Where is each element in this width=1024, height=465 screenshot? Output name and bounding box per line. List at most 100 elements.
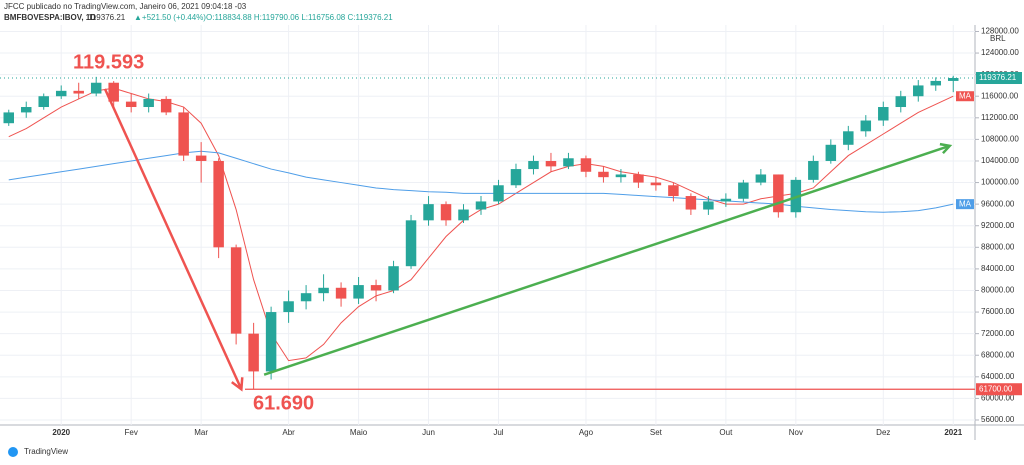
ma-label: MA xyxy=(959,199,972,208)
candle-body xyxy=(458,209,469,221)
candle-body xyxy=(825,144,837,161)
x-tick-label: Maio xyxy=(350,428,368,437)
candle-body xyxy=(563,158,574,167)
candle-body xyxy=(703,201,714,210)
candle-body xyxy=(633,174,644,183)
y-tick-label: 108000.00 xyxy=(981,135,1019,144)
candle-body xyxy=(335,287,347,299)
x-tick-label: Ago xyxy=(579,428,594,437)
candle-body xyxy=(248,333,259,372)
candle-body xyxy=(370,285,382,291)
candle-body xyxy=(685,196,697,210)
candle-body xyxy=(528,160,539,170)
x-tick-label: Abr xyxy=(282,428,295,437)
y-tick-label: 104000.00 xyxy=(981,156,1019,165)
candle-body xyxy=(808,160,819,180)
candle-body xyxy=(615,174,627,178)
candle-body xyxy=(160,98,172,113)
candle-body xyxy=(475,201,487,210)
candle-body xyxy=(755,174,767,183)
level-label: 61700.00 xyxy=(979,384,1013,393)
candle-body xyxy=(440,204,452,221)
candle-body xyxy=(773,174,784,213)
ohlc: O:118834.88 H:119790.06 L:116756.08 C:11… xyxy=(206,13,393,22)
x-tick-label: Jul xyxy=(493,428,503,437)
candle-body xyxy=(510,169,522,186)
ma-label-box xyxy=(956,91,974,102)
candle-body xyxy=(913,85,924,97)
candle-body xyxy=(73,90,84,94)
y-tick-label: 76000.00 xyxy=(981,307,1015,316)
candle-body xyxy=(265,312,277,372)
candle-body xyxy=(108,82,119,102)
y-tick-label: 100000.00 xyxy=(981,178,1019,187)
candle-body xyxy=(3,112,14,124)
drop-arrow xyxy=(103,88,243,390)
y-tick-label: 72000.00 xyxy=(981,329,1015,338)
candle-body xyxy=(738,182,749,199)
drop-arrowhead xyxy=(231,377,244,392)
x-tick-label: Out xyxy=(719,428,733,437)
candle-body xyxy=(90,82,102,94)
trend-line xyxy=(263,144,951,376)
x-tick-label: Set xyxy=(650,428,663,437)
candle-body xyxy=(283,301,294,313)
trend-arrowhead xyxy=(939,142,953,155)
y-tick-label: 64000.00 xyxy=(981,372,1015,381)
y-tick-label: 84000.00 xyxy=(981,264,1015,273)
candle-body xyxy=(930,80,942,86)
change: ▲+521.50 (+0.44%) xyxy=(134,13,206,22)
x-tick-label: Mar xyxy=(194,428,208,437)
symbol: BMFBOVESPA:IBOV, 1D xyxy=(4,13,96,22)
y-tick-label: 88000.00 xyxy=(981,242,1015,251)
x-tick-label: 2020 xyxy=(52,428,70,437)
y-tick-label: 116000.00 xyxy=(981,91,1019,100)
last-price-label: 119376.21 xyxy=(979,73,1017,82)
y-tick-label: 128000.00 xyxy=(981,27,1019,36)
candle-body xyxy=(860,120,872,132)
y-tick-label: 56000.00 xyxy=(981,415,1015,424)
candle-body xyxy=(318,287,329,294)
level-box xyxy=(976,383,1022,396)
candle-body xyxy=(388,266,399,291)
y-tick-label: 92000.00 xyxy=(981,221,1015,230)
y-tick-label: 80000.00 xyxy=(981,286,1015,295)
candle-body xyxy=(598,171,609,178)
y-tick-label: 112000.00 xyxy=(981,113,1019,122)
brand: TradingView xyxy=(24,447,68,456)
candle-body xyxy=(125,101,137,108)
y-tick-label: 124000.00 xyxy=(981,48,1019,57)
candle-body xyxy=(213,160,224,248)
candle-body xyxy=(353,285,364,299)
candle-body xyxy=(493,185,504,202)
candle-body xyxy=(720,198,732,202)
candle-body xyxy=(38,96,49,108)
x-tick-label: Fev xyxy=(125,428,138,437)
candle-body xyxy=(300,293,312,302)
annotation: 119.593 xyxy=(73,51,144,73)
candle-body xyxy=(545,160,557,167)
candle-body xyxy=(895,96,907,108)
annotation: 61.690 xyxy=(253,392,314,414)
x-tick-label: Jun xyxy=(422,428,435,437)
currency: BRL xyxy=(990,34,1006,43)
candle-body xyxy=(230,247,242,334)
candle-body xyxy=(143,98,154,108)
candle-body xyxy=(843,131,854,145)
candle-body xyxy=(178,112,189,156)
brand-logo xyxy=(8,447,18,457)
last-price-box xyxy=(976,72,1022,85)
candle-body xyxy=(195,155,207,161)
publisher: JFCC publicado no TradingView.com, Janei… xyxy=(4,2,247,11)
candle-body xyxy=(20,107,32,113)
candle-body xyxy=(948,78,959,81)
x-tick-label: Nov xyxy=(789,428,803,437)
ma-label: MA xyxy=(959,91,972,100)
x-tick-label: 2021 xyxy=(944,428,962,437)
ma-label-box xyxy=(956,199,974,210)
y-tick-label: 96000.00 xyxy=(981,199,1015,208)
y-tick-label: 68000.00 xyxy=(981,350,1015,359)
price: 119376.21 xyxy=(88,13,126,22)
